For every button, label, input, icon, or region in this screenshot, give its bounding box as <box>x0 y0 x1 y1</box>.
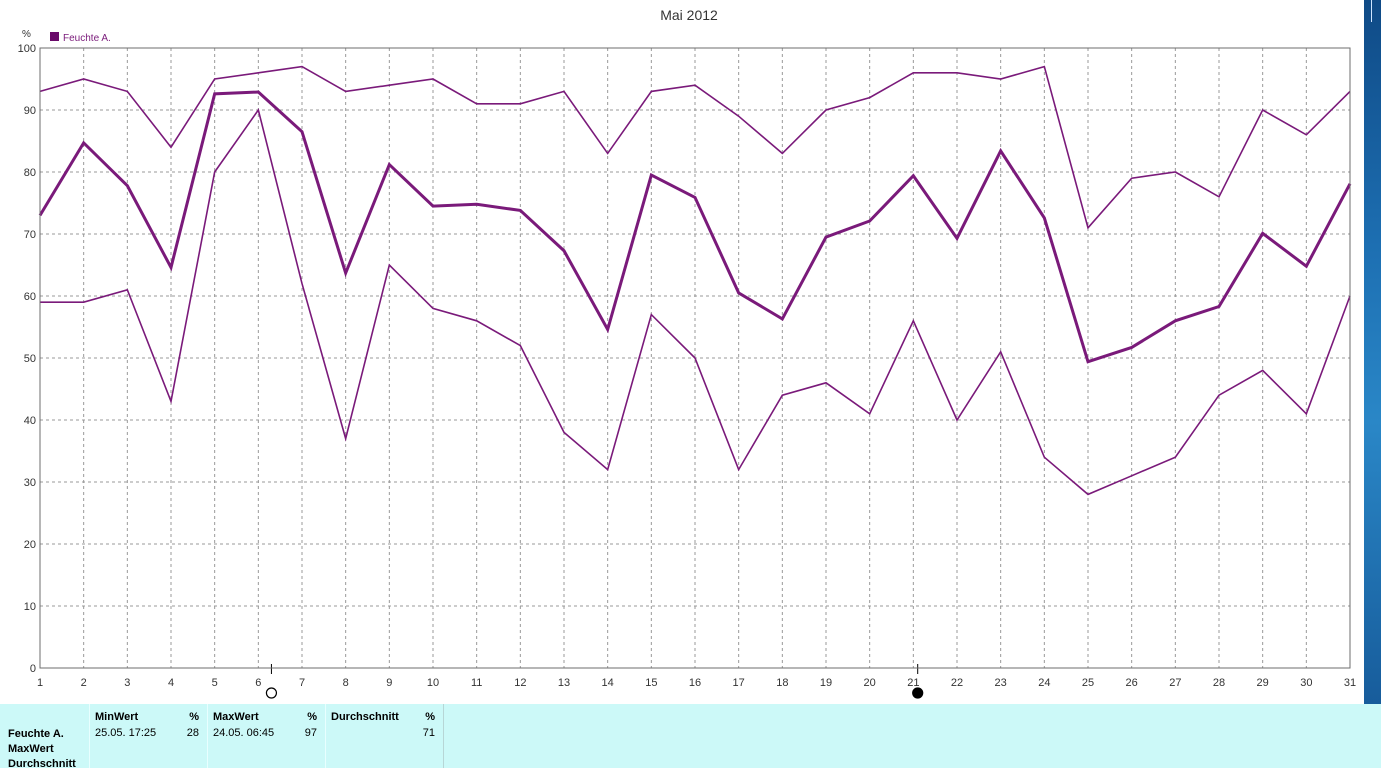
row-label-max: MaxWert <box>8 743 54 755</box>
x-tick-label: 14 <box>602 677 614 689</box>
new-moon-icon <box>912 687 924 699</box>
y-axis-ticks: 0 10 20 30 40 50 60 70 80 90 100 <box>18 43 36 675</box>
stats-value-mean: 71 <box>422 727 435 739</box>
stats-header-mean: Durchschnitt <box>331 711 399 723</box>
stats-unit-min: % <box>189 711 199 723</box>
y-tick-label: 40 <box>24 415 36 427</box>
x-tick-label: 19 <box>820 677 832 689</box>
y-tick-label: 20 <box>24 539 36 551</box>
legend-label: Feuchte A. <box>63 33 111 44</box>
row-label-mean: Durchschnitt <box>8 758 76 770</box>
x-tick-label: 6 <box>255 677 261 689</box>
stats-row-labels: Feuchte A. MaxWert Durchschnitt <box>8 727 76 772</box>
x-tick-label: 18 <box>776 677 788 689</box>
x-tick-label: 27 <box>1169 677 1181 689</box>
series-line-min <box>40 108 1351 496</box>
x-tick-label: 23 <box>995 677 1007 689</box>
x-tick-label: 31 <box>1344 677 1356 689</box>
stats-date-min: 25.05. 17:25 <box>95 727 157 739</box>
stats-column-max: MaxWert % 24.05. 06:45 97 <box>207 704 326 768</box>
stats-header-max: MaxWert <box>213 711 259 723</box>
x-tick-label: 7 <box>299 677 305 689</box>
x-tick-label: 2 <box>81 677 87 689</box>
x-tick-label: 1 <box>37 677 43 689</box>
x-tick-label: 20 <box>864 677 876 689</box>
series-line-max <box>39 65 1351 230</box>
x-tick-label: 28 <box>1213 677 1225 689</box>
stats-value-max: 97 <box>304 727 317 739</box>
grid <box>40 48 1350 668</box>
series-lines <box>38 65 1352 496</box>
x-tick-label: 4 <box>168 677 174 689</box>
x-tick-label: 8 <box>343 677 349 689</box>
y-tick-label: 100 <box>18 43 36 55</box>
y-tick-label: 80 <box>24 167 36 179</box>
x-tick-label: 25 <box>1082 677 1094 689</box>
y-tick-label: 50 <box>24 353 36 365</box>
y-tick-label: 70 <box>24 229 36 241</box>
x-tick-label: 29 <box>1257 677 1269 689</box>
x-tick-label: 3 <box>124 677 130 689</box>
stats-unit-mean: % <box>425 711 435 723</box>
x-tick-label: 9 <box>386 677 392 689</box>
y-tick-label: 10 <box>24 601 36 613</box>
moon-markers <box>265 664 924 699</box>
x-tick-label: 30 <box>1300 677 1312 689</box>
x-tick-label: 5 <box>212 677 218 689</box>
x-tick-label: 15 <box>645 677 657 689</box>
y-tick-label: 0 <box>30 663 36 675</box>
stats-value-min: 28 <box>186 727 199 739</box>
y-tick-label: 90 <box>24 105 36 117</box>
chart-title: Mai 2012 <box>660 7 718 23</box>
stats-column-min: MinWert % 25.05. 17:25 28 <box>89 704 208 768</box>
row-label-sensor: Feuchte A. <box>8 728 64 740</box>
x-tick-label: 21 <box>907 677 919 689</box>
stats-date-max: 24.05. 06:45 <box>213 727 275 739</box>
x-tick-label: 12 <box>514 677 526 689</box>
y-axis-unit: % <box>22 29 31 40</box>
plot-frame <box>39 47 1351 669</box>
stats-panel: Feuchte A. MaxWert Durchschnitt MinWert … <box>0 704 1381 770</box>
desktop-edge-strip <box>1364 0 1381 704</box>
x-axis-ticks: 1 2 3 4 5 6 7 8 9 10 11 12 13 14 15 16 17 18 19 20 21 22 23 24 2… <box>37 677 1356 689</box>
series-line-mean <box>38 90 1352 364</box>
legend-swatch <box>50 32 59 41</box>
stats-unit-max: % <box>307 711 317 723</box>
x-tick-label: 10 <box>427 677 439 689</box>
full-moon-icon <box>265 687 278 699</box>
x-tick-label: 22 <box>951 677 963 689</box>
y-tick-label: 60 <box>24 291 36 303</box>
x-tick-label: 26 <box>1126 677 1138 689</box>
x-tick-label: 16 <box>689 677 701 689</box>
x-tick-label: 24 <box>1038 677 1050 689</box>
y-tick-label: 30 <box>24 477 36 489</box>
x-tick-label: 17 <box>733 677 745 689</box>
humidity-chart: Mai 2012 % Feuchte A. 0 10 20 30 40 50 60 70 80 9… <box>18 7 1356 699</box>
stats-column-mean: Durchschnitt % 71 <box>325 704 444 768</box>
stats-header-min: MinWert <box>95 711 139 723</box>
x-tick-label: 13 <box>558 677 570 689</box>
x-tick-label: 11 <box>471 677 482 689</box>
